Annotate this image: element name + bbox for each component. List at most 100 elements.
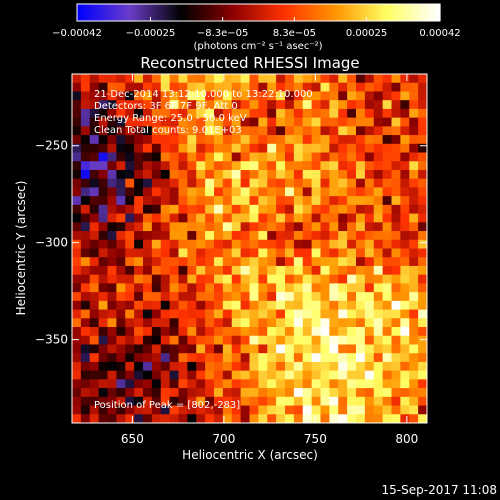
heatmap-pixel bbox=[320, 414, 330, 424]
heatmap-pixel bbox=[418, 169, 428, 180]
heatmap-pixel bbox=[222, 405, 233, 415]
heatmap-pixel bbox=[116, 187, 126, 197]
heatmap-pixel bbox=[276, 327, 286, 337]
heatmap-pixel bbox=[373, 196, 384, 206]
heatmap-pixel bbox=[222, 257, 233, 267]
heatmap-pixel bbox=[143, 292, 153, 302]
heatmap-pixel bbox=[249, 257, 259, 267]
heatmap-pixel bbox=[329, 152, 339, 162]
heatmap-pixel bbox=[347, 274, 357, 284]
heatmap-pixel bbox=[267, 187, 277, 197]
heatmap-pixel bbox=[418, 335, 428, 345]
heatmap-pixel bbox=[231, 414, 242, 424]
heatmap-pixel bbox=[285, 231, 295, 241]
heatmap-pixel bbox=[293, 379, 304, 389]
heatmap-pixel bbox=[276, 222, 286, 232]
heatmap-pixel bbox=[302, 91, 313, 101]
heatmap-pixel bbox=[364, 82, 375, 92]
heatmap-pixel bbox=[347, 388, 357, 398]
heatmap-pixel bbox=[196, 152, 206, 162]
heatmap-pixel bbox=[169, 222, 179, 232]
heatmap-pixel bbox=[231, 222, 242, 232]
heatmap-pixel bbox=[169, 283, 179, 293]
heatmap-pixel bbox=[391, 300, 401, 311]
heatmap-pixel bbox=[107, 152, 117, 162]
colorbar-step bbox=[137, 4, 141, 21]
heatmap-pixel bbox=[373, 82, 384, 92]
heatmap-pixel bbox=[89, 248, 100, 258]
heatmap-pixel bbox=[151, 169, 162, 180]
heatmap-pixel bbox=[134, 169, 144, 180]
heatmap-pixel bbox=[311, 100, 321, 110]
heatmap-pixel bbox=[418, 135, 428, 145]
heatmap-pixel bbox=[364, 327, 375, 337]
heatmap-pixel bbox=[356, 91, 366, 101]
heatmap-pixel bbox=[409, 187, 419, 197]
heatmap-pixel bbox=[107, 196, 117, 206]
heatmap-pixel bbox=[134, 257, 144, 267]
colorbar-step bbox=[410, 4, 414, 21]
heatmap-pixel bbox=[249, 283, 259, 293]
heatmap-pixel bbox=[382, 74, 392, 84]
heatmap-pixel bbox=[391, 370, 401, 380]
heatmap-pixel bbox=[125, 126, 135, 136]
heatmap-pixel bbox=[391, 239, 401, 249]
heatmap-pixel bbox=[400, 74, 410, 84]
heatmap-pixel bbox=[329, 257, 339, 267]
heatmap-pixel bbox=[418, 196, 428, 206]
heatmap-pixel bbox=[214, 196, 224, 206]
heatmap-pixel bbox=[338, 274, 348, 284]
heatmap-pixel bbox=[338, 100, 348, 110]
heatmap-pixel bbox=[178, 361, 188, 372]
heatmap-pixel bbox=[98, 344, 108, 354]
heatmap-pixel bbox=[329, 361, 339, 372]
heatmap-pixel bbox=[240, 335, 250, 345]
heatmap-pixel bbox=[258, 74, 268, 84]
heatmap-pixel bbox=[134, 178, 144, 188]
heatmap-pixel bbox=[311, 370, 321, 380]
heatmap-pixel bbox=[143, 100, 153, 110]
heatmap-pixel bbox=[80, 265, 91, 276]
heatmap-pixel bbox=[98, 414, 108, 424]
heatmap-pixel bbox=[311, 82, 321, 92]
heatmap-pixel bbox=[72, 108, 82, 119]
heatmap-pixel bbox=[89, 300, 100, 311]
heatmap-pixel bbox=[169, 169, 179, 180]
heatmap-pixel bbox=[356, 161, 366, 171]
heatmap-pixel bbox=[364, 204, 375, 215]
heatmap-pixel bbox=[347, 370, 357, 380]
heatmap-pixel bbox=[116, 143, 126, 154]
heatmap-pixel bbox=[89, 239, 100, 249]
heatmap-pixel bbox=[258, 126, 268, 136]
heatmap-pixel bbox=[338, 204, 348, 215]
heatmap-pixel bbox=[258, 213, 268, 223]
colorbar-step bbox=[356, 4, 360, 21]
heatmap-pixel bbox=[98, 379, 108, 389]
heatmap-pixel bbox=[169, 344, 179, 354]
heatmap-pixel bbox=[391, 292, 401, 302]
heatmap-pixel bbox=[196, 405, 206, 415]
heatmap-pixel bbox=[391, 91, 401, 101]
heatmap-pixel bbox=[178, 143, 188, 154]
heatmap-pixel bbox=[143, 196, 153, 206]
heatmap-pixel bbox=[160, 379, 171, 389]
heatmap-pixel bbox=[72, 274, 82, 284]
heatmap-pixel bbox=[249, 152, 259, 162]
heatmap-pixel bbox=[276, 117, 286, 127]
heatmap-pixel bbox=[267, 178, 277, 188]
heatmap-pixel bbox=[400, 396, 410, 407]
colorbar-tick-label: 8.3e−05 bbox=[273, 28, 316, 39]
heatmap-pixel bbox=[293, 196, 304, 206]
heatmap-pixel bbox=[125, 283, 135, 293]
heatmap-pixel bbox=[205, 274, 215, 284]
heatmap-pixel bbox=[80, 283, 91, 293]
heatmap-pixel bbox=[276, 405, 286, 415]
heatmap-pixel bbox=[373, 213, 384, 223]
heatmap-pixel bbox=[151, 405, 162, 415]
heatmap-pixel bbox=[400, 100, 410, 110]
heatmap-pixel bbox=[302, 126, 313, 136]
heatmap-pixel bbox=[72, 152, 82, 162]
heatmap-pixel bbox=[320, 91, 330, 101]
heatmap-pixel bbox=[107, 274, 117, 284]
heatmap-pixel bbox=[222, 187, 233, 197]
